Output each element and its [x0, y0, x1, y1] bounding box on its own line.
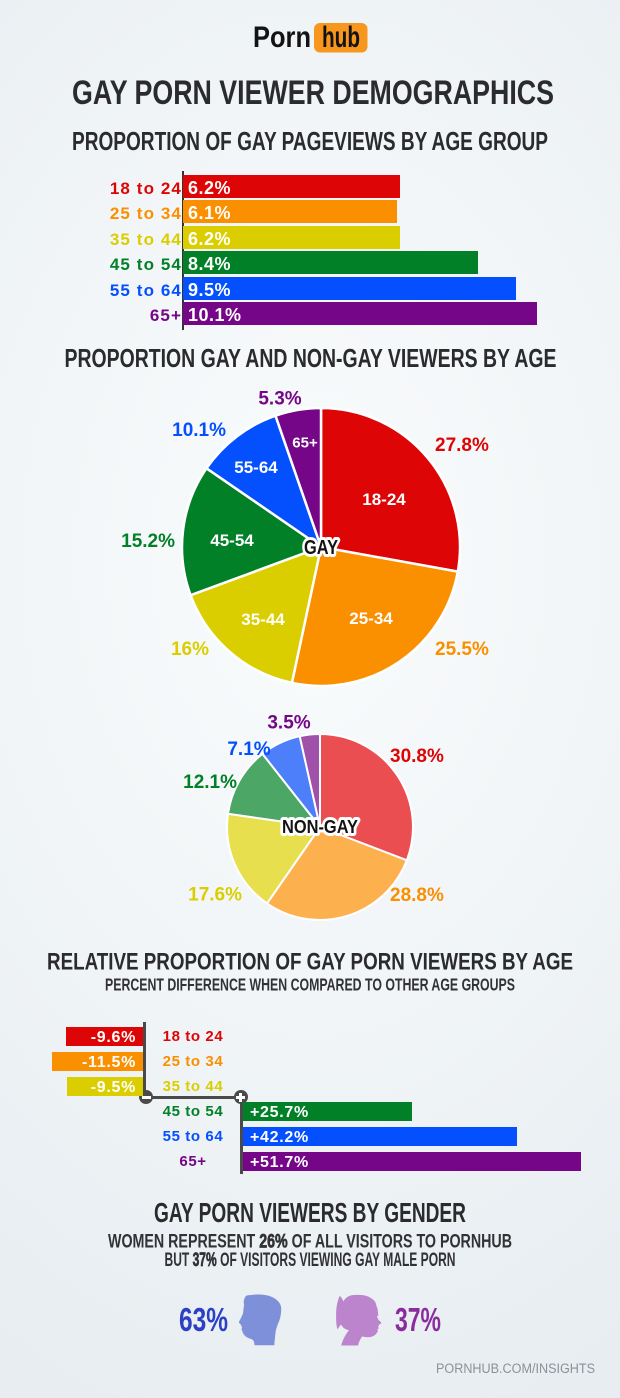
svg-text:5.3%: 5.3% — [258, 389, 301, 410]
svg-text:GAY PORN VIEWERS BY GENDER: GAY PORN VIEWERS BY GENDER — [154, 1197, 466, 1228]
svg-text:25-34: 25-34 — [349, 609, 393, 628]
svg-text:PERCENT DIFFERENCE WHEN COMPAR: PERCENT DIFFERENCE WHEN COMPARED TO OTHE… — [105, 975, 515, 995]
svg-text:Porn: Porn — [253, 21, 311, 54]
svg-text:37%: 37% — [395, 1301, 441, 1338]
svg-text:35-44: 35-44 — [241, 610, 285, 629]
svg-text:PORNHUB.COM/INSIGHTS: PORNHUB.COM/INSIGHTS — [436, 1361, 595, 1376]
svg-text:PROPORTION OF GAY PAGEVIEWS BY: PROPORTION OF GAY PAGEVIEWS BY AGE GROUP — [72, 126, 548, 156]
svg-text:16%: 16% — [171, 639, 209, 660]
svg-text:65+: 65+ — [292, 435, 318, 452]
svg-text:hub: hub — [322, 21, 360, 54]
svg-text:GAY PORN VIEWER DEMOGRAPHICS: GAY PORN VIEWER DEMOGRAPHICS — [72, 74, 554, 112]
svg-text:27.8%: 27.8% — [435, 435, 489, 456]
svg-text:55-64: 55-64 — [234, 458, 278, 477]
svg-text:30.8%: 30.8% — [390, 746, 444, 767]
svg-text:28.8%: 28.8% — [390, 885, 444, 906]
svg-text:GAY: GAY — [304, 537, 339, 559]
svg-text:45-54: 45-54 — [210, 531, 254, 550]
svg-text:NON-GAY: NON-GAY — [282, 817, 358, 837]
svg-text:15.2%: 15.2% — [121, 531, 175, 552]
svg-text:BUT 37% OF VISITORS VIEWING GA: BUT 37% OF VISITORS VIEWING GAY MALE POR… — [165, 1250, 456, 1271]
svg-text:WOMEN REPRESENT 26% OF ALL VIS: WOMEN REPRESENT 26% OF ALL VISITORS TO P… — [108, 1232, 512, 1253]
svg-text:17.6%: 17.6% — [188, 885, 242, 906]
svg-text:12.1%: 12.1% — [183, 772, 237, 793]
svg-text:7.1%: 7.1% — [227, 739, 270, 760]
svg-text:RELATIVE PROPORTION OF GAY POR: RELATIVE PROPORTION OF GAY PORN VIEWERS … — [47, 949, 573, 976]
svg-text:3.5%: 3.5% — [267, 713, 310, 734]
svg-text:10.1%: 10.1% — [172, 420, 226, 441]
svg-text:PROPORTION GAY AND NON-GAY VIE: PROPORTION GAY AND NON-GAY VIEWERS BY AG… — [65, 343, 557, 373]
svg-text:63%: 63% — [179, 1301, 228, 1338]
svg-text:18-24: 18-24 — [362, 490, 406, 509]
svg-text:25.5%: 25.5% — [435, 639, 489, 660]
